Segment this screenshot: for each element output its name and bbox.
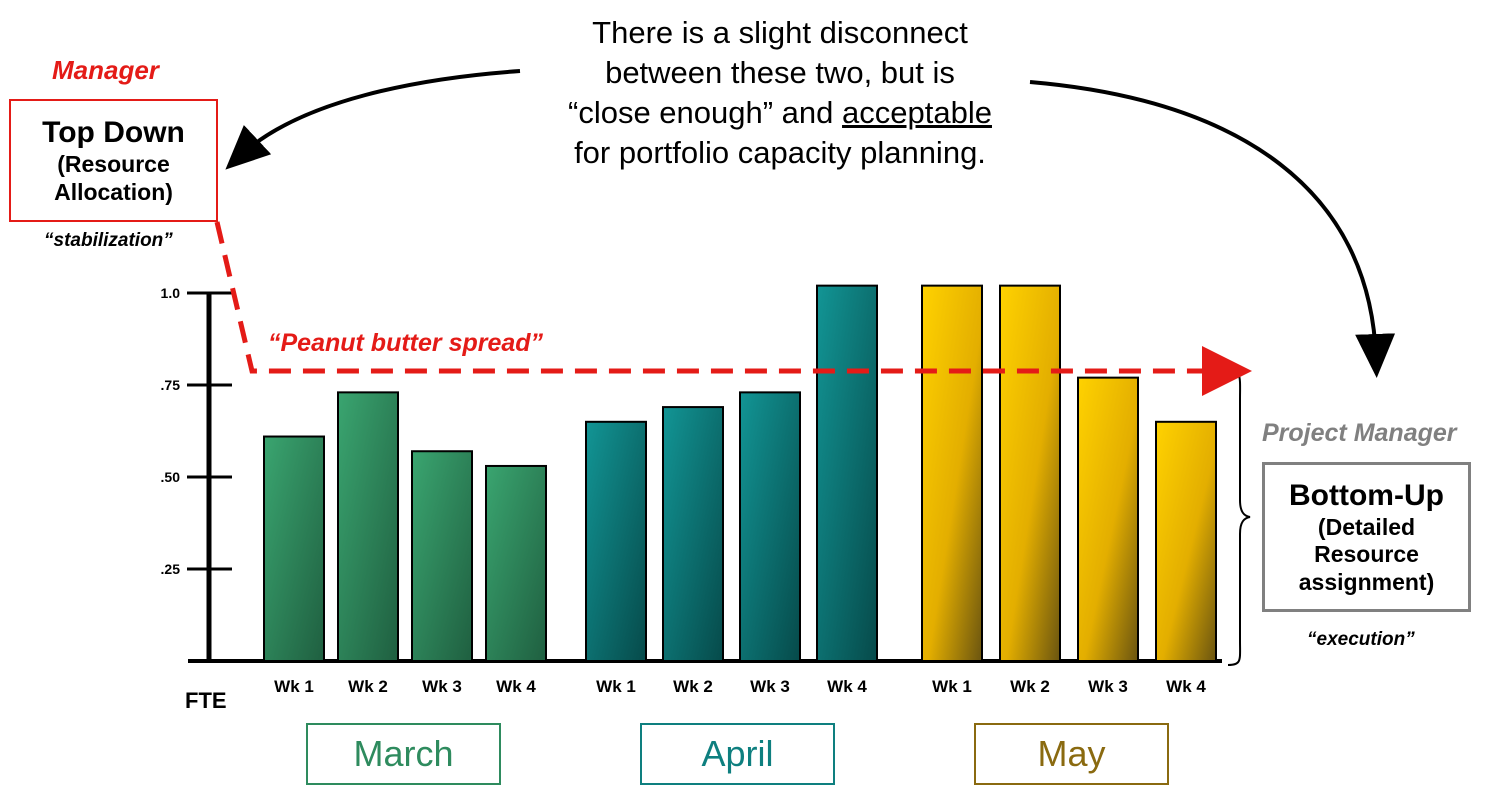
arrow-to-bottom-up (1029, 80, 1396, 378)
bar-may-wk3 (1077, 376, 1139, 662)
y-axis-title: FTE (185, 688, 227, 713)
x-label-march-wk4: Wk 4 (496, 677, 536, 696)
top-down-box: Top Down (Resource Allocation) (9, 99, 218, 222)
arrow-to-top-down (225, 69, 521, 170)
bar-april-wk4 (816, 284, 878, 662)
x-label-april-wk1: Wk 1 (596, 677, 636, 696)
stabilization-note: “stabilization” (44, 230, 173, 251)
bar-may-wk1 (921, 284, 983, 662)
bottom-up-box: Bottom-Up (Detailed Resource assignment) (1262, 462, 1471, 612)
bar-april-wk3 (739, 391, 801, 662)
x-label-may-wk4: Wk 4 (1166, 677, 1206, 696)
y-tick-label-1: .50 (161, 469, 181, 485)
y-tick-label-2: .75 (161, 377, 181, 393)
x-label-april-wk3: Wk 3 (750, 677, 790, 696)
execution-brace (1227, 368, 1251, 666)
month-label-may: May (1037, 733, 1106, 774)
spread-line (214, 221, 1252, 396)
bottom-up-subtitle-2: Resource (1314, 541, 1419, 568)
bar-april-wk2 (662, 406, 724, 662)
bar-april-wk1 (585, 420, 647, 662)
project-manager-role-label: Project Manager (1262, 419, 1457, 447)
top-down-subtitle-1: (Resource (57, 150, 170, 177)
x-label-march-wk2: Wk 2 (348, 677, 388, 696)
bottom-up-subtitle-3: assignment) (1298, 568, 1435, 595)
month-label-april: April (701, 733, 774, 774)
headline-line-4: for portfolio capacity planning. (574, 135, 986, 170)
headline-line-1: There is a slight disconnect (592, 15, 968, 50)
headline-line-2: between these two, but is (605, 55, 955, 90)
headline-line-3: “close enough” and acceptable (500, 93, 1060, 133)
spread-label: “Peanut butter spread” (268, 329, 544, 357)
manager-role-label: Manager (52, 55, 159, 85)
x-label-march-wk3: Wk 3 (422, 677, 462, 696)
bar-march-wk1 (263, 435, 325, 662)
x-label-may-wk2: Wk 2 (1010, 677, 1050, 696)
x-label-may-wk3: Wk 3 (1088, 677, 1128, 696)
x-label-may-wk1: Wk 1 (932, 677, 972, 696)
y-tick-label-0: .25 (161, 561, 181, 577)
bar-may-wk4 (1155, 420, 1217, 662)
headline-line-3-text: “close enough” and (568, 95, 843, 130)
bottom-up-subtitle-1: (Detailed (1317, 513, 1416, 540)
month-box-march: March (306, 723, 501, 785)
bar-march-wk2 (337, 391, 399, 662)
month-box-april: April (640, 723, 835, 785)
bar-march-wk4 (485, 464, 547, 662)
month-label-march: March (353, 733, 454, 774)
bar-may-wk2 (999, 284, 1061, 662)
acceptable-text: acceptable (842, 95, 992, 130)
top-down-subtitle-2: Allocation) (54, 178, 173, 205)
execution-note: “execution” (1307, 629, 1415, 650)
x-label-march-wk1: Wk 1 (274, 677, 314, 696)
x-label-april-wk4: Wk 4 (827, 677, 867, 696)
x-label-april-wk2: Wk 2 (673, 677, 713, 696)
bottom-up-title: Bottom-Up (1289, 478, 1444, 512)
y-tick-label-3: 1.0 (161, 285, 181, 301)
month-box-may: May (974, 723, 1169, 785)
top-down-title: Top Down (42, 115, 185, 149)
bar-march-wk3 (411, 450, 473, 662)
headline: There is a slight disconnect between the… (500, 13, 1060, 173)
